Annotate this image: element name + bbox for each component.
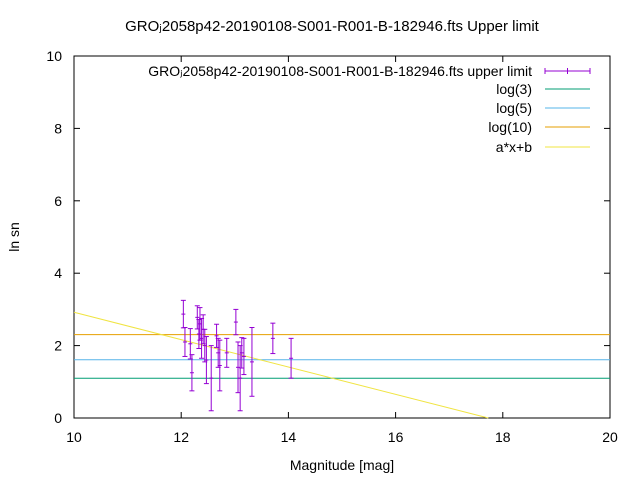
legend-label: GROⱼ2058p42-20190108-S001-R001-B-182946.…: [148, 63, 532, 79]
error-bar-point: [182, 327, 188, 357]
error-bar-point: [194, 305, 200, 330]
y-tick-label: 10: [46, 48, 62, 64]
error-bar-point: [224, 337, 230, 368]
x-tick-label: 18: [495, 429, 511, 445]
error-bar-point: [180, 299, 186, 329]
data-points: [180, 299, 294, 412]
x-tick-label: 10: [66, 429, 82, 445]
y-tick-label: 6: [54, 193, 62, 209]
plot-frame: [73, 55, 611, 419]
y-tick-label: 0: [54, 410, 62, 426]
y-tick-label: 8: [54, 120, 62, 136]
x-tick-label: 14: [281, 429, 297, 445]
legend-label: log(10): [488, 119, 532, 135]
legend-label: log(5): [496, 100, 532, 116]
error-bar-point: [241, 337, 247, 376]
error-bar-point: [217, 339, 223, 392]
error-bar-point: [189, 354, 195, 392]
y-axis-label: ln sn: [6, 222, 22, 252]
error-bar-point: [288, 337, 294, 379]
legend: GROⱼ2058p42-20190108-S001-R001-B-182946.…: [148, 63, 591, 155]
y-tick-label: 2: [54, 338, 62, 354]
x-tick-label: 20: [602, 429, 618, 445]
axis-ticks: 10 12 14 16 18 20 0 2 4 6 8 10: [46, 48, 618, 445]
error-bar-point: [270, 322, 276, 355]
x-tick-label: 12: [173, 429, 189, 445]
fit-line: [73, 311, 489, 419]
x-axis-label: Magnitude [mag]: [290, 457, 394, 473]
reference-lines: [73, 311, 610, 419]
y-tick-label: 4: [54, 265, 62, 281]
legend-label: a*x+b: [496, 139, 532, 155]
chart-title: GROⱼ2058p42-20190108-S001-R001-B-182946.…: [125, 18, 540, 35]
error-bar-point: [233, 308, 239, 336]
x-tick-label: 16: [388, 429, 404, 445]
error-bar-point: [208, 345, 214, 412]
error-bar-point: [249, 327, 255, 397]
legend-label: log(3): [496, 81, 532, 97]
error-bar-point: [203, 336, 209, 385]
